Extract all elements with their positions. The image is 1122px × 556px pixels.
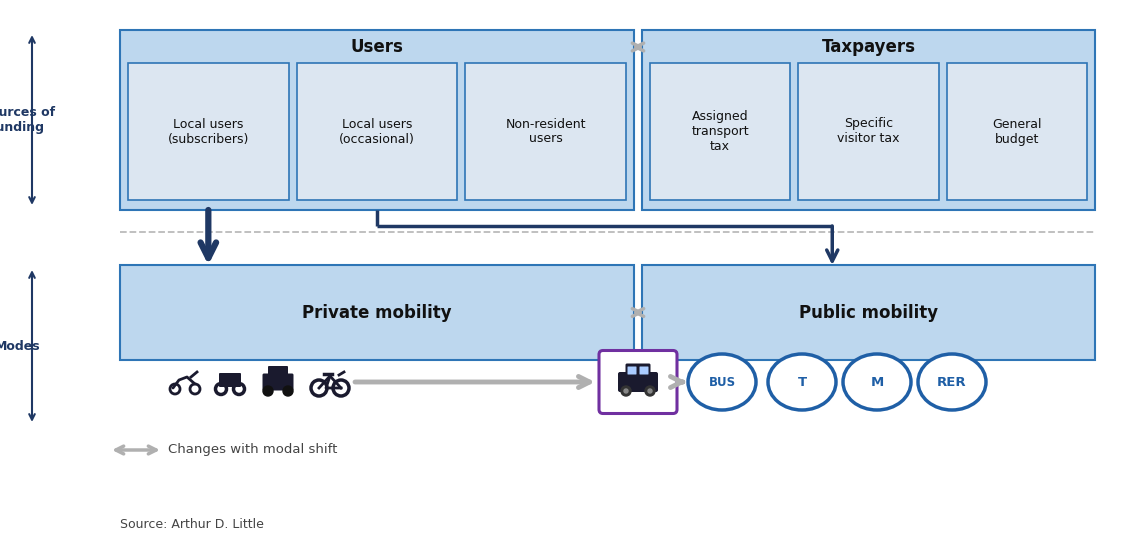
Text: M: M — [871, 375, 884, 389]
FancyBboxPatch shape — [219, 373, 241, 387]
FancyBboxPatch shape — [640, 366, 649, 375]
Circle shape — [624, 389, 628, 393]
Text: Local users
(subscribers): Local users (subscribers) — [167, 117, 249, 146]
Text: T: T — [798, 375, 807, 389]
Bar — [120, 30, 634, 210]
Text: Users: Users — [350, 38, 404, 56]
Bar — [466, 63, 626, 200]
Bar — [296, 63, 458, 200]
FancyBboxPatch shape — [268, 366, 288, 377]
Bar — [650, 63, 790, 200]
Text: Non-resident
users: Non-resident users — [505, 117, 586, 146]
Ellipse shape — [918, 354, 986, 410]
FancyBboxPatch shape — [625, 364, 651, 376]
Circle shape — [649, 389, 652, 393]
Circle shape — [645, 386, 655, 396]
Ellipse shape — [767, 354, 836, 410]
Text: Local users
(occasional): Local users (occasional) — [339, 117, 415, 146]
Circle shape — [263, 386, 273, 396]
Bar — [799, 63, 939, 200]
Text: Changes with modal shift: Changes with modal shift — [168, 444, 338, 456]
Ellipse shape — [843, 354, 911, 410]
FancyBboxPatch shape — [627, 366, 636, 375]
Text: Modes: Modes — [0, 340, 40, 353]
Circle shape — [283, 386, 293, 396]
Bar — [120, 265, 634, 360]
Circle shape — [620, 386, 631, 396]
Text: RER: RER — [937, 375, 967, 389]
Text: Source: Arthur D. Little: Source: Arthur D. Little — [120, 519, 264, 532]
FancyBboxPatch shape — [599, 350, 677, 414]
Bar — [947, 63, 1087, 200]
Text: Assigned
transport
tax: Assigned transport tax — [691, 110, 749, 153]
Ellipse shape — [688, 354, 756, 410]
FancyBboxPatch shape — [618, 372, 657, 392]
Text: Specific
visitor tax: Specific visitor tax — [837, 117, 900, 146]
Text: General
budget: General budget — [992, 117, 1041, 146]
FancyBboxPatch shape — [263, 374, 294, 390]
Text: Sources of
funding: Sources of funding — [0, 106, 55, 134]
Bar — [642, 265, 1095, 360]
Text: Private mobility: Private mobility — [302, 304, 452, 321]
Text: Taxpayers: Taxpayers — [821, 38, 916, 56]
Bar — [642, 30, 1095, 210]
Text: Public mobility: Public mobility — [799, 304, 938, 321]
Bar — [128, 63, 288, 200]
Text: BUS: BUS — [708, 375, 736, 389]
